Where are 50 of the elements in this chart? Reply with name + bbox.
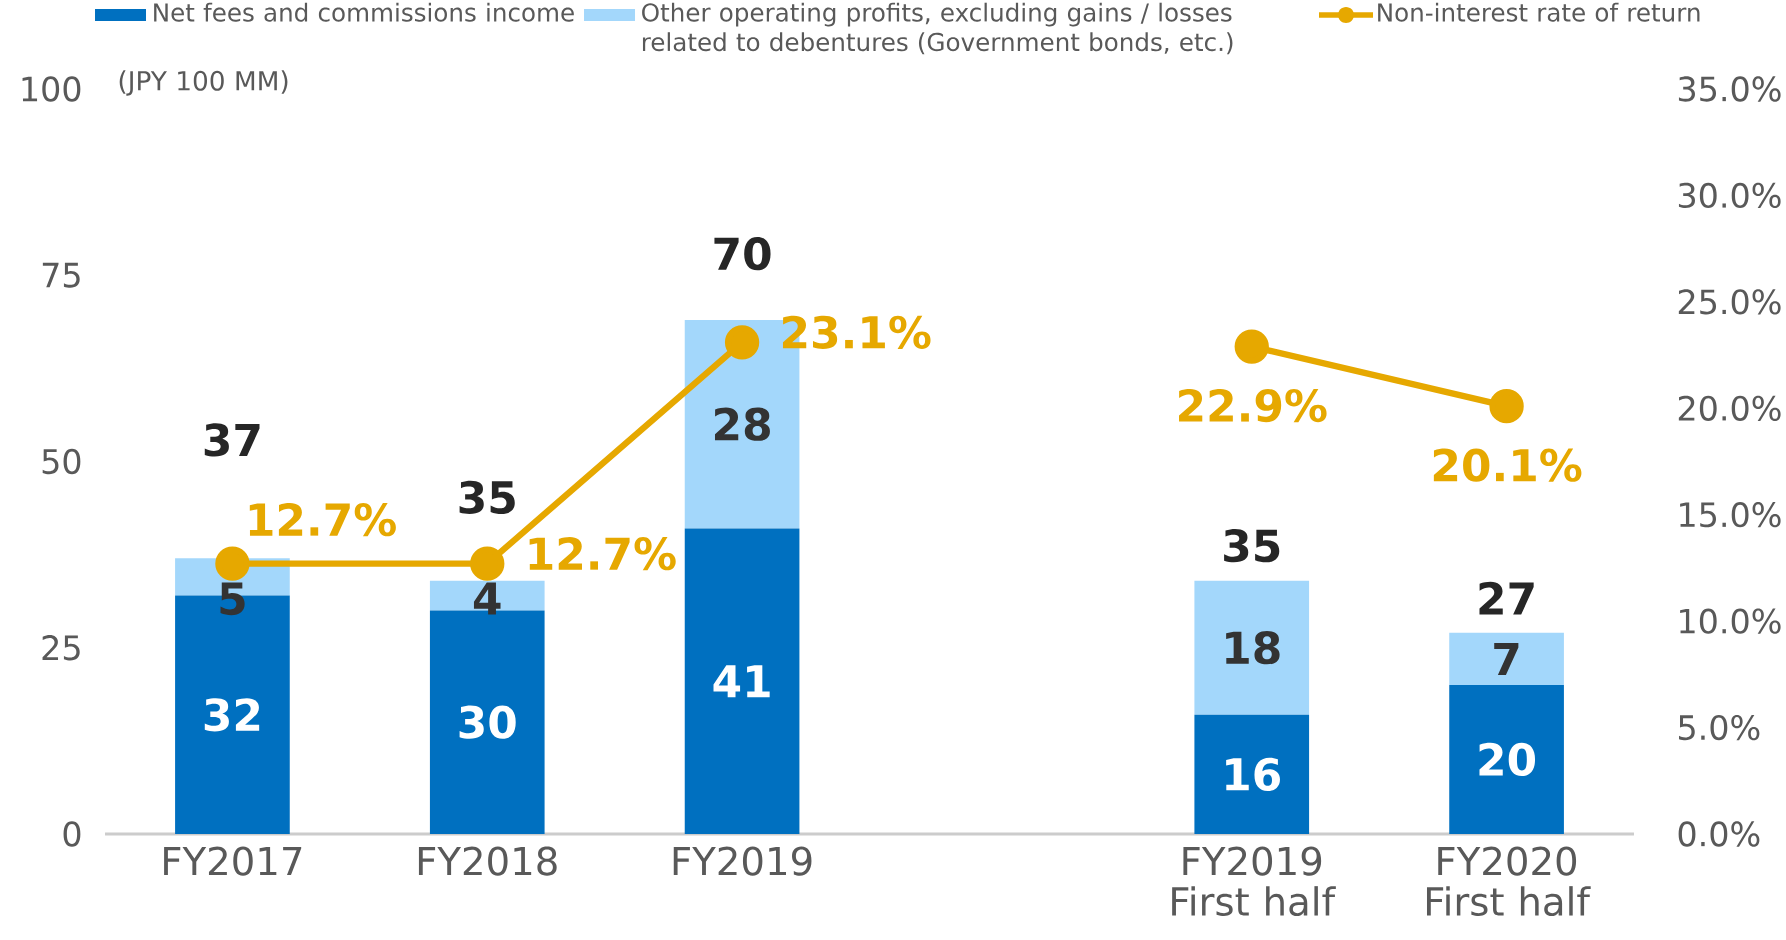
y-tick-label: 0 — [63, 821, 81, 847]
x-tick-label: FY2019 — [673, 846, 812, 876]
data-label: 12.7% — [249, 503, 396, 537]
point — [470, 546, 505, 581]
y2-tick-label: 5.0% — [1679, 714, 1760, 741]
bar — [1194, 714, 1310, 835]
y2-tick-label: 20.0% — [1678, 395, 1781, 421]
total-label: 35 — [459, 480, 515, 514]
y-tick-label: 75 — [42, 262, 80, 288]
y2-tick-label: 0.0% — [1678, 821, 1760, 847]
x-tick-label: FY2020 First half — [1426, 846, 1591, 917]
legend-label: Non-interest rate of return — [1378, 2, 1700, 22]
data-label: 30 — [459, 705, 516, 739]
data-label: 41 — [713, 665, 770, 698]
y2-tick-label: 35.0% — [1678, 76, 1781, 102]
y-tick-label: 25 — [42, 635, 80, 661]
data-label: 22.9% — [1179, 388, 1327, 423]
total-label: 35 — [1224, 529, 1280, 563]
y-tick-label: 100 — [22, 76, 81, 102]
x-tick-label: FY2017 — [164, 846, 302, 876]
bar — [1449, 685, 1564, 835]
point — [1234, 329, 1269, 364]
data-label: 18 — [1226, 631, 1280, 665]
bar — [684, 528, 800, 835]
legend-label: Other operating profits, excluding gains / losses related to debentures (Government bonds, etc.) — [642, 2, 1233, 55]
y-tick-label: 50 — [42, 448, 81, 475]
y2-tick-label: 25.0% — [1678, 289, 1781, 315]
total-label: 70 — [714, 237, 771, 271]
bar — [1449, 632, 1564, 685]
legend-label: Net fees and commissions income — [154, 2, 574, 22]
data-label: 12.7% — [529, 537, 676, 571]
data-label: 32 — [204, 698, 260, 732]
y2-tick-label: 10.0% — [1680, 608, 1781, 634]
y2-tick-label: 30.0% — [1678, 182, 1781, 209]
y2-tick-label: 15.0% — [1680, 502, 1781, 528]
bar — [1194, 580, 1310, 715]
x-tick-label: FY2018 — [418, 846, 557, 876]
data-label: 20 — [1479, 742, 1536, 777]
data-label: 20.1% — [1433, 448, 1582, 482]
point — [724, 325, 760, 360]
data-label: 4 — [473, 582, 501, 615]
data-label: 16 — [1226, 757, 1280, 791]
point — [1489, 388, 1524, 424]
data-label: 7 — [1494, 642, 1519, 675]
x-tick-label: FY2019 First half — [1172, 846, 1336, 917]
total-label: 27 — [1479, 581, 1534, 615]
y-axis-title: (JPY 100 MM) — [119, 70, 288, 96]
total-label: 37 — [204, 423, 260, 457]
data-label: 23.1% — [782, 315, 931, 349]
data-label: 28 — [715, 407, 770, 441]
